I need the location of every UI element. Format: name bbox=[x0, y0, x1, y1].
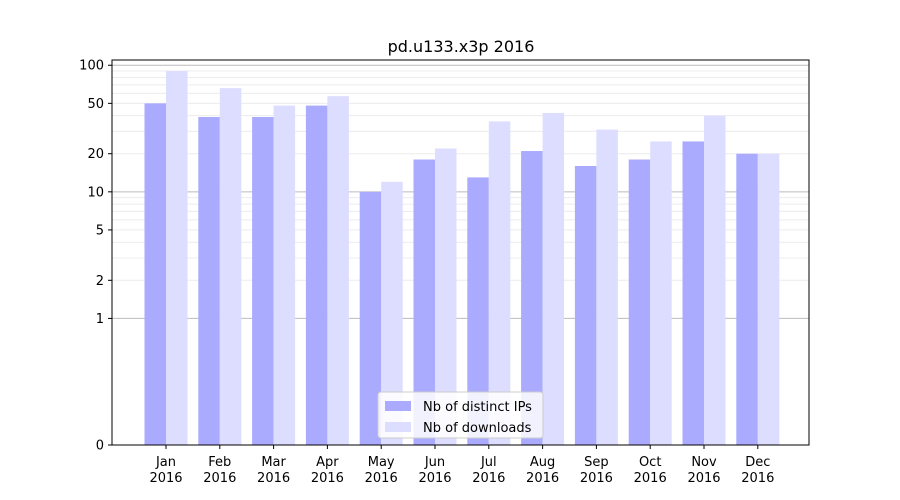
chart-title: pd.u133.x3p 2016 bbox=[388, 37, 535, 56]
bar-downloads bbox=[650, 141, 672, 445]
bar-distinct-ips bbox=[682, 141, 704, 445]
x-tick-label-month: Apr bbox=[316, 455, 339, 470]
legend-label: Nb of distinct IPs bbox=[423, 400, 532, 415]
x-tick-label-month: Mar bbox=[261, 455, 286, 470]
bar-distinct-ips bbox=[574, 165, 597, 446]
x-tick-label-month: Aug bbox=[530, 455, 555, 470]
x-tick-label-month: Sep bbox=[584, 455, 609, 470]
plot-area-frame bbox=[111, 59, 810, 446]
x-tick-label-year: 2016 bbox=[418, 471, 451, 486]
y-tick-label: 10 bbox=[87, 185, 104, 200]
legend: Nb of distinct IPs Nb of downloads bbox=[377, 391, 544, 439]
bar-downloads bbox=[757, 153, 780, 446]
x-tick-label-month: Jun bbox=[424, 455, 445, 470]
bar-distinct-ips bbox=[198, 117, 220, 446]
x-tick-label-year: 2016 bbox=[472, 471, 505, 486]
x-tick-label-year: 2016 bbox=[203, 471, 236, 486]
x-axis: Jan2016Feb2016Mar2016Apr2016May2016Jun20… bbox=[149, 445, 774, 486]
bar-distinct-ips bbox=[467, 177, 489, 446]
bar-downloads bbox=[704, 115, 726, 445]
bar-distinct-ips bbox=[305, 105, 328, 446]
bar-downloads bbox=[488, 121, 511, 445]
x-tick-label-year: 2016 bbox=[687, 471, 720, 486]
legend-label: Nb of downloads bbox=[423, 421, 532, 436]
x-tick-label-year: 2016 bbox=[526, 471, 559, 486]
bar-downloads bbox=[381, 181, 403, 445]
x-tick-label-month: Oct bbox=[639, 455, 661, 470]
x-tick-label-month: Dec bbox=[745, 455, 770, 470]
bar-distinct-ips bbox=[413, 159, 435, 445]
x-tick-label-month: Jul bbox=[480, 455, 497, 470]
y-tick-label: 50 bbox=[87, 97, 104, 112]
x-tick-label-year: 2016 bbox=[634, 471, 667, 486]
x-tick-label-month: Feb bbox=[208, 455, 231, 470]
y-tick-label: 5 bbox=[96, 223, 104, 238]
bar-downloads bbox=[166, 71, 188, 446]
bar-downloads bbox=[435, 148, 457, 445]
y-tick-label: 1 bbox=[96, 312, 104, 327]
bar-distinct-ips bbox=[252, 117, 274, 446]
bars bbox=[144, 71, 780, 446]
bar-downloads bbox=[596, 129, 618, 445]
bar-downloads bbox=[273, 105, 296, 446]
bar-distinct-ips bbox=[628, 159, 651, 445]
x-tick-label-month: Jan bbox=[155, 455, 176, 470]
x-tick-label-year: 2016 bbox=[741, 471, 774, 486]
x-tick-label-year: 2016 bbox=[149, 471, 182, 486]
legend-swatch bbox=[385, 422, 411, 432]
x-tick-label-year: 2016 bbox=[257, 471, 290, 486]
bar-distinct-ips bbox=[521, 151, 543, 445]
y-axis: 0 1 2 5 10 20 50 100 bbox=[79, 59, 112, 454]
bar-downloads bbox=[542, 112, 565, 446]
legend-swatch bbox=[385, 401, 411, 411]
legend-frame bbox=[377, 391, 544, 439]
y-tick-label: 20 bbox=[87, 147, 104, 162]
y-tick-label: 100 bbox=[79, 59, 104, 74]
y-tick-label: 0 bbox=[96, 439, 104, 454]
x-tick-label-year: 2016 bbox=[311, 471, 344, 486]
x-tick-label-year: 2016 bbox=[365, 471, 398, 486]
bar-downloads bbox=[219, 88, 242, 445]
x-tick-label-year: 2016 bbox=[580, 471, 613, 486]
bar-distinct-ips bbox=[144, 103, 166, 445]
y-tick-label: 2 bbox=[96, 274, 104, 289]
bar-distinct-ips bbox=[736, 153, 758, 446]
bar-distinct-ips bbox=[359, 191, 382, 445]
x-tick-label-month: May bbox=[368, 455, 395, 470]
x-tick-label-month: Nov bbox=[691, 455, 717, 470]
bar-downloads bbox=[327, 96, 349, 446]
